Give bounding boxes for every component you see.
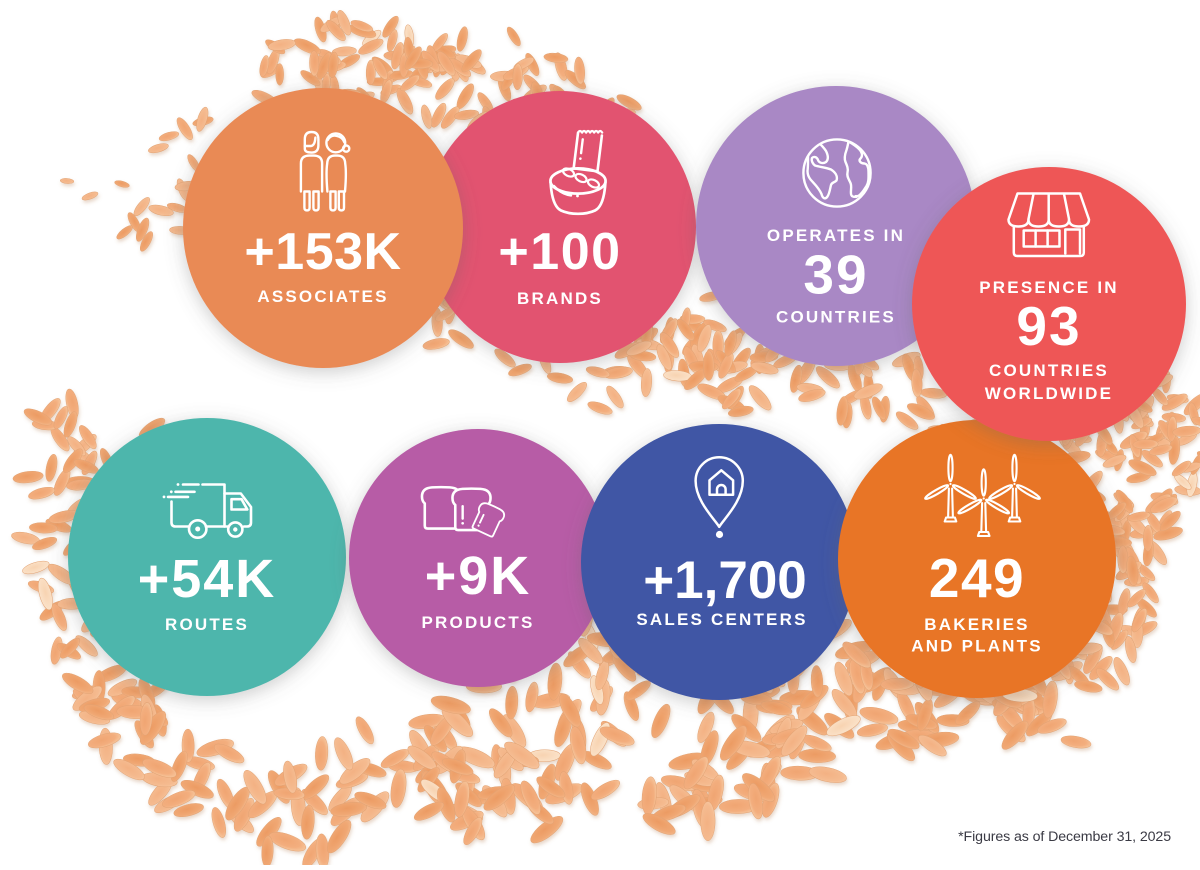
svg-text:PRODUCTS: PRODUCTS: [422, 613, 535, 632]
svg-text:*Figures as of December 31, 20: *Figures as of December 31, 2025: [958, 829, 1171, 845]
svg-text:93: 93: [1016, 295, 1081, 357]
svg-text:AND PLANTS: AND PLANTS: [911, 637, 1043, 656]
svg-text:39: 39: [803, 244, 868, 306]
svg-text:+54K: +54K: [138, 549, 277, 609]
svg-text:PRESENCE IN: PRESENCE IN: [979, 278, 1118, 297]
svg-text:ASSOCIATES: ASSOCIATES: [257, 287, 388, 306]
svg-text:SALES CENTERS: SALES CENTERS: [636, 610, 807, 629]
svg-text:OPERATES IN: OPERATES IN: [767, 226, 905, 245]
svg-text:+1,700: +1,700: [643, 551, 807, 610]
svg-text:BRANDS: BRANDS: [517, 289, 603, 308]
svg-text:+100: +100: [498, 223, 621, 281]
svg-text:249: 249: [929, 547, 1025, 609]
svg-text:COUNTRIES: COUNTRIES: [776, 308, 896, 327]
svg-text:WORLDWIDE: WORLDWIDE: [985, 384, 1113, 403]
svg-text:ROUTES: ROUTES: [165, 615, 249, 634]
svg-text:COUNTRIES: COUNTRIES: [989, 361, 1109, 380]
svg-text:BAKERIES: BAKERIES: [924, 615, 1029, 634]
svg-text:+9K: +9K: [425, 546, 532, 606]
svg-text:+153K: +153K: [244, 223, 401, 281]
